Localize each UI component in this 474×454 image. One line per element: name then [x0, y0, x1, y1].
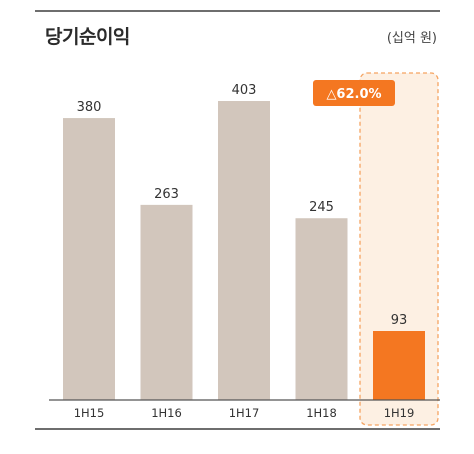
tick-label-1H15: 1H15: [74, 406, 105, 420]
change-badge-text: △62.0%: [326, 87, 381, 102]
bar-1H18: [295, 218, 348, 400]
bottom-rule: [35, 428, 440, 430]
data-label-1H18: 245: [309, 200, 334, 215]
data-label-1H17: 403: [232, 83, 257, 98]
bar-1H19: [373, 331, 425, 400]
bar-1H17: [218, 101, 270, 400]
top-rule: [35, 10, 440, 12]
data-label-1H19: 93: [391, 313, 408, 328]
chart-title: 당기순이익: [45, 26, 130, 48]
bar-1H16: [140, 204, 193, 400]
tick-label-1H17: 1H17: [229, 406, 260, 420]
bar-1H15: [63, 118, 115, 400]
unit-label: (십억 원): [386, 31, 437, 46]
tick-label-1H16: 1H16: [151, 406, 182, 420]
data-label-1H15: 380: [77, 100, 102, 115]
tick-label-1H18: 1H18: [306, 406, 337, 420]
change-badge: [313, 80, 395, 106]
tick-label-1H19: 1H19: [384, 406, 415, 420]
data-label-1H16: 263: [154, 187, 179, 202]
